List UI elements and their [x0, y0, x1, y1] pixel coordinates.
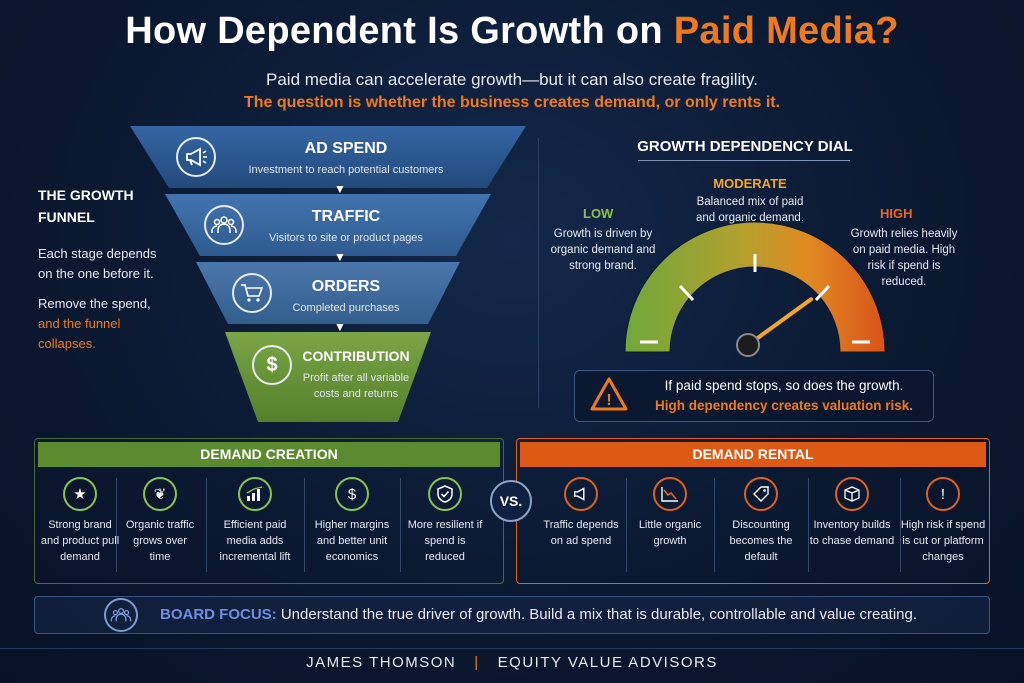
stage-label-ad-spend: AD SPEND [304, 140, 388, 157]
warning-icon: ! [590, 376, 628, 417]
creation-card-text: Organic traffic grows over time [125, 519, 195, 563]
creation-card-text: Higher margins and better unit economics [314, 519, 390, 563]
card-divider [206, 478, 207, 572]
dependency-gauge [624, 221, 886, 357]
rental-card: Traffic depends on ad spend [538, 474, 624, 576]
key-question: The question is whether the business cre… [243, 94, 781, 111]
company-name: EQUITY VALUE ADVISORS [497, 654, 718, 671]
dial-title: GROWTH DEPENDENCY DIAL [637, 138, 853, 155]
title-accent: Paid Media? [673, 10, 899, 52]
svg-text:!: ! [606, 392, 611, 409]
creation-card-text: Strong brand and product pull demand [40, 519, 120, 563]
warning-line-2: High dependency creates valuation risk. [654, 398, 914, 413]
footer-divider [0, 648, 1024, 649]
demand-rental-title: DEMAND RENTAL [520, 442, 986, 467]
dial-title-underline [638, 160, 850, 161]
rental-card-text: Discounting becomes the default [729, 519, 793, 563]
stage-label-contribution: CONTRIBUTION [302, 348, 410, 364]
stage-desc-contribution: Profit after all variable costs and retu… [302, 372, 410, 400]
boxes-icon [835, 477, 869, 511]
growth-funnel-heading: THE GROWTH FUNNEL [38, 187, 134, 225]
board-focus-text: BOARD FOCUS: Understand the true driver … [160, 606, 917, 623]
cart-icon [232, 273, 272, 313]
megaphone-icon [564, 477, 598, 511]
stage-desc-traffic: Visitors to site or product pages [269, 232, 423, 244]
rental-card: Discounting becomes the default [716, 474, 806, 576]
rental-card-text: High risk if spend is cut or platform ch… [900, 519, 986, 563]
dial-low-label: LOW [583, 206, 614, 221]
people-icon [104, 598, 138, 632]
card-divider [400, 478, 401, 572]
creation-card-text: Efficient paid media adds incremental li… [219, 519, 291, 563]
warning-line-1: If paid spend stops, so does the growth. [664, 378, 904, 393]
board-focus-message: Understand the true driver of growth. Bu… [280, 606, 918, 623]
dial-high-text: Growth relies heavily on paid media. Hig… [850, 228, 958, 288]
dial-moderate-label: MODERATE [713, 176, 787, 191]
demand-creation-title: DEMAND CREATION [38, 442, 500, 467]
section-divider [538, 138, 539, 408]
growth-funnel-warning: Remove the spend, and the funnel collaps… [38, 294, 168, 354]
rental-card-text: Traffic depends on ad spend [543, 519, 619, 547]
megaphone-icon [176, 137, 216, 177]
stars-icon: ★ [63, 477, 97, 511]
dial-moderate-text: Balanced mix of paid and organic demand. [695, 196, 805, 224]
funnel-stage-traffic [165, 194, 491, 256]
arrow-down-icon: ▼ [334, 182, 346, 196]
warning-icon: ! [926, 477, 960, 511]
footer: JAMES THOMSON | EQUITY VALUE ADVISORS [0, 654, 1024, 671]
card-divider [808, 478, 809, 572]
card-divider [626, 478, 627, 572]
gauge-arc [624, 221, 886, 353]
card-divider [116, 478, 117, 572]
author-name: JAMES THOMSON [306, 654, 457, 671]
growth-funnel-warning-text: Remove the spend, [38, 296, 151, 311]
creation-card: Efficient paid media adds incremental li… [208, 474, 302, 576]
stage-label-orders: ORDERS [311, 278, 381, 295]
vs-badge: VS. [490, 480, 532, 522]
rental-card: Little organic growth [628, 474, 712, 576]
gauge-ticks [640, 254, 870, 344]
creation-card: ❦ Organic traffic grows over time [120, 474, 200, 576]
dollar-icon: $ [335, 477, 369, 511]
creation-card: More resilient if spend is reduced [402, 474, 488, 576]
card-divider [714, 478, 715, 572]
gauge-pivot [736, 333, 760, 357]
stage-desc-ad-spend: Investment to reach potential customers [248, 164, 444, 176]
rental-card: ! High risk if spend is cut or platform … [898, 474, 988, 576]
warning-box [574, 370, 934, 422]
arrow-down-icon: ▼ [334, 250, 346, 264]
leaf-icon: ❦ [143, 477, 177, 511]
price-tag-icon [744, 477, 778, 511]
card-divider [304, 478, 305, 572]
shield-icon [428, 477, 462, 511]
creation-card: ★ Strong brand and product pull demand [38, 474, 122, 576]
people-icon [204, 205, 244, 245]
arrow-down-icon: ▼ [334, 320, 346, 334]
dial-high-label: HIGH [880, 206, 913, 221]
growth-funnel-warning-accent: and the funnel collapses. [38, 316, 121, 351]
rental-card: Inventory builds to chase demand [806, 474, 898, 576]
funnel-stage-ad-spend [130, 126, 526, 188]
creation-card: $ Higher margins and better unit economi… [306, 474, 398, 576]
board-focus-banner [34, 596, 990, 634]
subtitle: Paid media can accelerate growth—but it … [266, 70, 758, 89]
creation-card-text: More resilient if spend is reduced [407, 519, 483, 563]
footer-separator: | [474, 654, 480, 671]
board-focus-label: BOARD FOCUS: [160, 606, 277, 623]
gauge-needle [746, 297, 814, 347]
bar-chart-icon [238, 477, 272, 511]
dollar-icon: $ [252, 345, 292, 385]
rental-card-text: Little organic growth [638, 519, 702, 547]
page-title: How Dependent Is Growth on Paid Media? [0, 10, 1024, 53]
stage-label-traffic: TRAFFIC [311, 208, 381, 225]
stage-desc-orders: Completed purchases [292, 302, 400, 314]
card-divider [900, 478, 901, 572]
growth-funnel-text: Each stage depends on the one before it. [38, 246, 157, 281]
dial-low-text: Growth is driven by organic demand and s… [550, 228, 656, 272]
title-main: How Dependent Is Growth on [125, 10, 674, 52]
declining-chart-icon [653, 477, 687, 511]
rental-card-text: Inventory builds to chase demand [809, 519, 895, 547]
